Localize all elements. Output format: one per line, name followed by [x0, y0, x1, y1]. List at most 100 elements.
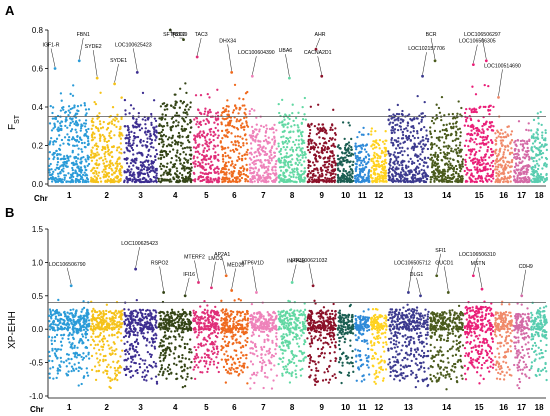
snp-point [47, 335, 51, 338]
snp-point [201, 144, 204, 147]
snp-point [82, 328, 86, 331]
snp-point [465, 139, 468, 142]
snp-point [318, 179, 321, 182]
snp-point [204, 163, 208, 166]
snp-point [72, 331, 75, 334]
snp-point [112, 163, 115, 167]
snp-point [66, 373, 70, 377]
snp-point [476, 127, 479, 130]
snp-point [260, 180, 263, 183]
snp-point [498, 170, 501, 173]
snp-point [109, 177, 112, 181]
snp-point [59, 124, 62, 127]
snp-point [334, 164, 337, 167]
snp-point [472, 157, 475, 161]
snp-point [227, 110, 230, 113]
snp-point [264, 159, 267, 162]
snp-point [440, 159, 444, 162]
snp-point [135, 157, 138, 160]
snp-point [455, 134, 458, 137]
snp-point [55, 376, 58, 380]
snp-point [370, 130, 373, 133]
snp-point [459, 178, 463, 181]
snp-point [403, 127, 406, 131]
snp-point [86, 137, 90, 140]
snp-point [495, 174, 498, 178]
snp-point [197, 178, 200, 181]
snp-point [175, 119, 178, 122]
snp-point [327, 165, 330, 168]
snp-point [429, 143, 433, 146]
snp-point [463, 124, 466, 127]
snp-point [171, 166, 174, 169]
snp-point [123, 151, 126, 154]
snp-point [147, 180, 150, 184]
snp-point [248, 169, 252, 172]
snp-point [175, 114, 179, 117]
snp-point [62, 158, 66, 161]
snp-point [49, 140, 52, 143]
snp-point [470, 129, 473, 132]
snp-point [492, 177, 495, 180]
snp-point [317, 131, 320, 134]
snp-point [281, 98, 284, 102]
snp-point [143, 115, 146, 119]
snp-point [452, 150, 455, 153]
snp-point [302, 139, 305, 142]
snp-point [207, 121, 210, 124]
snp-point [124, 113, 127, 116]
snp-point [204, 122, 207, 126]
snp-point [417, 122, 421, 125]
snp-point [533, 156, 536, 159]
snp-point [476, 163, 479, 166]
snp-point [504, 131, 507, 134]
snp-point [112, 360, 115, 363]
snp-point [102, 168, 106, 171]
snp-point [252, 167, 255, 170]
snp-point [446, 153, 449, 157]
snp-point [66, 325, 70, 329]
snp-point [340, 151, 344, 154]
snp-point [50, 339, 53, 342]
snp-point [289, 130, 292, 133]
snp-point [295, 157, 299, 160]
snp-point [267, 160, 271, 164]
snp-point [235, 120, 238, 123]
snp-point [65, 165, 68, 168]
snp-point [145, 155, 149, 159]
snp-point [120, 166, 124, 169]
snp-point [200, 179, 204, 183]
snp-point [91, 146, 94, 149]
snp-point [504, 156, 507, 159]
snp-point [72, 308, 75, 311]
snp-point [94, 154, 97, 157]
snp-point [431, 170, 434, 174]
snp-point [437, 155, 440, 159]
snp-point [259, 164, 263, 167]
snp-point [91, 136, 94, 139]
snp-point [76, 112, 79, 115]
snp-point [75, 124, 78, 127]
snp-point [409, 157, 412, 161]
snp-point [435, 116, 439, 120]
snp-point [443, 114, 446, 117]
snp-point [237, 144, 240, 147]
snp-point [447, 144, 450, 147]
gene-label: TAC3 [195, 32, 208, 38]
snp-point [506, 133, 509, 136]
snp-point [367, 153, 370, 156]
snp-point [345, 158, 348, 162]
snp-point [314, 174, 317, 177]
snp-point [540, 145, 543, 148]
snp-point [189, 157, 192, 161]
snp-point [309, 164, 312, 168]
snp-point [279, 179, 282, 182]
snp-point [90, 354, 94, 358]
snp-point [205, 176, 208, 179]
snp-point [253, 109, 256, 112]
snp-point [55, 137, 59, 140]
snp-point [181, 129, 184, 133]
snp-point [352, 179, 355, 183]
snp-point [150, 159, 153, 163]
snp-point [56, 161, 60, 164]
